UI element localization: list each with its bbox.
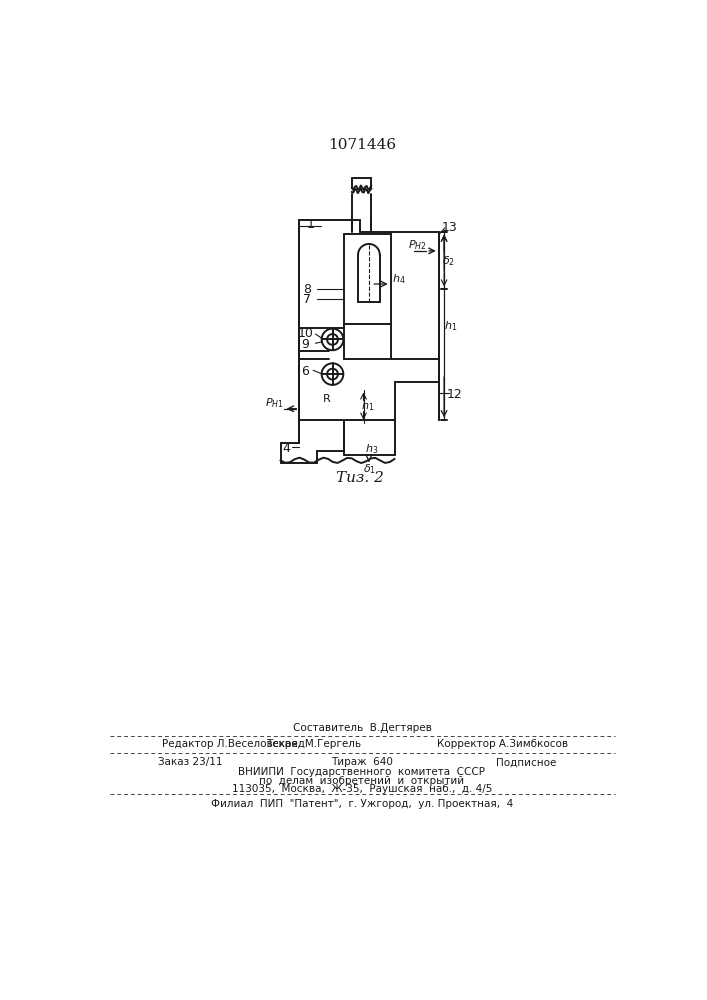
- Text: Тираж  640: Тираж 640: [331, 757, 393, 767]
- Text: 4: 4: [282, 442, 290, 455]
- Text: Τиз. 2: Τиз. 2: [336, 471, 384, 485]
- Text: $h_4$: $h_4$: [392, 272, 405, 286]
- Text: 8: 8: [303, 283, 311, 296]
- Text: Филиал  ПИП  "Патент",  г. Ужгород,  ул. Проектная,  4: Филиал ПИП "Патент", г. Ужгород, ул. Про…: [211, 799, 513, 809]
- Text: 1071446: 1071446: [328, 138, 396, 152]
- Text: $h_1$: $h_1$: [444, 319, 457, 333]
- Text: $h_3$: $h_3$: [365, 442, 378, 456]
- Text: ТехредМ.Гергель: ТехредМ.Гергель: [266, 739, 361, 749]
- Text: Корректор А.Зимбкосов: Корректор А.Зимбкосов: [438, 739, 568, 749]
- Text: Редактор Л.Веселовская: Редактор Л.Веселовская: [162, 739, 298, 749]
- Text: 9: 9: [301, 338, 310, 351]
- Text: 1: 1: [307, 218, 315, 231]
- Text: $P_{H1}$: $P_{H1}$: [265, 396, 284, 410]
- Text: $P_{H2}$: $P_{H2}$: [408, 238, 426, 252]
- Text: 12: 12: [446, 388, 462, 401]
- Text: 10: 10: [298, 327, 313, 340]
- Text: 13: 13: [442, 221, 457, 234]
- Text: Заказ 23/11: Заказ 23/11: [158, 757, 223, 767]
- Text: 113035,  Москва,  Ж-35,  Раушская  наб.,  д. 4/5: 113035, Москва, Ж-35, Раушская наб., д. …: [232, 784, 492, 794]
- Text: Составитель  В.Дегтярев: Составитель В.Дегтярев: [293, 723, 431, 733]
- Text: $\delta_2$: $\delta_2$: [441, 254, 455, 268]
- Text: 6: 6: [301, 365, 310, 378]
- Text: $h_1$: $h_1$: [361, 400, 374, 413]
- Text: $\delta_1$: $\delta_1$: [363, 462, 376, 476]
- Text: 7: 7: [303, 293, 311, 306]
- Text: R: R: [322, 394, 330, 404]
- Text: по  делам  изобретений  и  открытий: по делам изобретений и открытий: [259, 776, 464, 786]
- Text: ВНИИПИ  Государственного  комитета  СССР: ВНИИПИ Государственного комитета СССР: [238, 767, 486, 777]
- Text: Подписное: Подписное: [496, 757, 556, 767]
